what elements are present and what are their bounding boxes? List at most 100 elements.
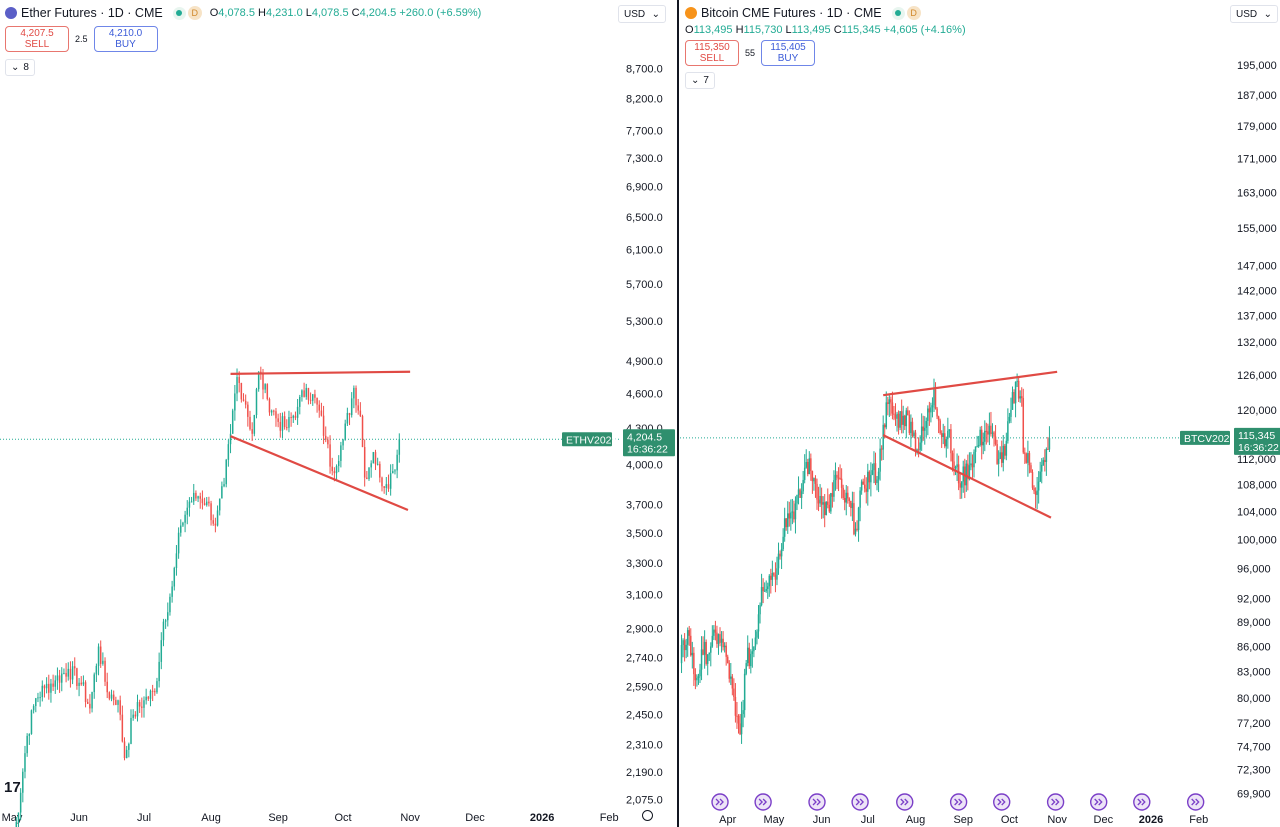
candle-body [320,410,323,416]
y-tick-label: 100,000 [1237,534,1277,546]
candle-body [776,568,778,580]
candle-body [1036,490,1038,495]
market-status-icon[interactable] [172,6,186,20]
indicators-toggle[interactable]: ⌄ 7 [685,72,715,89]
candle-body [35,698,37,707]
settings-icon[interactable] [642,810,653,821]
ohlc-high: 4,231.0 [265,7,303,19]
ohlc-close: 115,345 [841,24,881,36]
x-tick-label: May [764,814,785,826]
candle-body [82,682,85,685]
y-tick-label: 7,300.0 [626,153,663,165]
candle-body [95,665,98,675]
market-status-icon[interactable] [891,6,905,20]
candle-body [318,404,320,411]
candle-body [216,510,219,526]
candle-body [63,672,65,674]
candle-body [180,525,182,533]
bitcoin-chart-pane[interactable]: 69,900 72,300 74,700 77,200 80,000 83,000 86,0… [680,0,1280,827]
y-tick-label: 142,000 [1237,285,1277,297]
sell-button[interactable]: 115,350 SELL [685,40,739,66]
x-tick-label: Sep [953,814,973,826]
candle-body [908,415,911,434]
tradingview-logo[interactable]: 17 [4,779,21,796]
currency-selector[interactable]: USD ⌄ [618,5,666,23]
indicator-count: 8 [23,62,29,73]
bitcoin-chart-canvas[interactable]: 69,900 72,300 74,700 77,200 80,000 83,000 86,0… [680,0,1280,827]
data-delay-badge[interactable]: D [187,6,202,20]
indicators-toggle[interactable]: ⌄ 8 [5,59,35,76]
candle-body [708,652,710,655]
candle-body [19,792,22,813]
candle-body [143,700,145,708]
candle-body [1028,453,1031,466]
candle-body [717,634,720,644]
candle-body [28,734,31,736]
rollover-event-icon [1133,793,1151,811]
buy-button[interactable]: 115,405 BUY [761,40,816,66]
candle-body [711,635,714,647]
candle-body [316,397,318,405]
candle-body [768,575,771,587]
pane-divider[interactable] [677,0,679,827]
sell-button[interactable]: 4,207.5 SELL [5,26,69,52]
bitcoin-symbol-title[interactable]: Bitcoin CME Futures · 1D · CME [701,6,882,20]
candle-body [800,491,803,498]
ether-status-dots: D [172,6,202,20]
ether-symbol-title[interactable]: Ether Futures · 1D · CME [21,6,163,20]
y-tick-label: 6,900.0 [626,182,663,194]
candle-body [825,501,827,516]
candle-body [205,501,208,506]
candle-body [876,479,878,484]
candle-body [951,453,954,462]
candle-body [746,647,749,664]
candle-body [731,676,734,689]
candle-body [154,691,156,693]
currency-selector[interactable]: USD ⌄ [1230,5,1278,23]
candle-body [965,463,968,486]
candle-body [796,494,798,504]
x-tick-label: Nov [400,812,420,824]
bitcoin-symbol-icon [685,7,697,19]
candle-body [76,668,78,686]
candle-body [802,479,804,492]
ether-chart-pane[interactable]: 2,075.0 2,190.0 2,310.0 2,450.0 2,590.0 2,740… [0,0,678,827]
candle-body [808,458,811,475]
last-price-tag-bg [1234,427,1280,455]
candle-body [1048,437,1051,450]
candle-body [32,706,35,711]
ether-legend: Ether Futures · 1D · CME D O4,078.5 H4,2… [5,6,481,20]
y-tick-label: 4,600.0 [626,388,663,400]
candle-body [89,703,91,709]
y-tick-label: 4,900.0 [626,356,663,368]
x-tick-label: Oct [1001,814,1018,826]
candle-body [814,478,817,484]
candle-body [134,714,137,717]
chevron-right-icon [1051,798,1060,806]
candle-body [779,553,781,557]
candle-body [719,634,721,643]
candle-body [816,483,818,500]
candle-body [110,694,113,699]
candle-body [842,487,844,498]
candle-body [201,498,204,504]
candle-body [227,444,230,460]
candle-body [836,474,838,478]
data-delay-badge[interactable]: D [906,6,921,20]
candle-body [43,685,46,689]
candle-body [102,660,104,664]
x-tick-label: Nov [1047,814,1067,826]
candle-body [97,646,100,666]
candle-body [398,439,401,455]
candle-body [86,701,89,704]
ether-chart-canvas[interactable]: 2,075.0 2,190.0 2,310.0 2,450.0 2,590.0 2,740… [0,0,678,827]
x-tick-label: Jul [137,812,151,824]
candle-body [939,420,941,434]
y-tick-label: 72,300 [1237,765,1271,777]
candle-body [208,501,210,504]
buy-button[interactable]: 4,210.0 BUY [93,26,158,52]
candle-body [186,507,189,515]
candle-body [54,680,57,687]
candle-body [119,700,121,715]
candle-body [104,660,106,682]
